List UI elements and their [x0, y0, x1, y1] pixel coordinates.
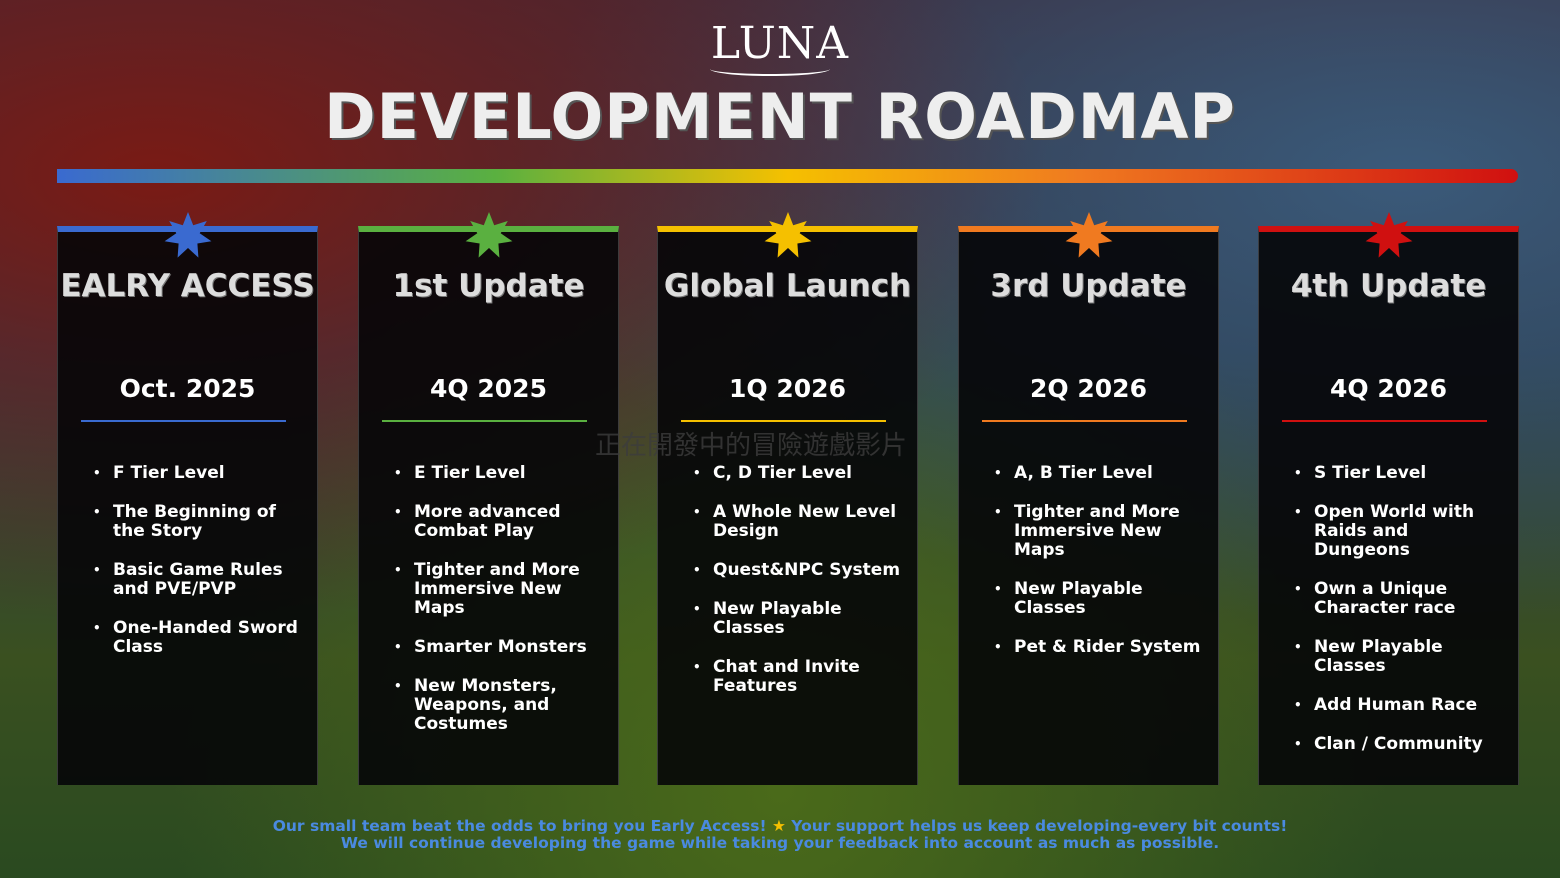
feature-list: C, D Tier Level A Whole New Level Design Q…: [693, 464, 907, 716]
phase-date: 4Q 2026: [1330, 374, 1447, 403]
divider: [1282, 420, 1487, 422]
list-item: New Monsters, Weapons, and Costumes: [394, 677, 608, 734]
list-item: The Beginning of the Story: [93, 503, 307, 541]
footer-message: Our small team beat the odds to bring yo…: [0, 818, 1560, 852]
luna-logo: LUNA: [710, 18, 850, 69]
phase-date: Oct. 2025: [119, 374, 256, 403]
list-item: New Playable Classes: [1294, 638, 1508, 676]
phase-date: 1Q 2026: [729, 374, 846, 403]
timeline-bar: [57, 169, 1518, 183]
divider: [81, 420, 286, 422]
footer-line2: We will continue developing the game whi…: [340, 834, 1220, 852]
list-item: New Playable Classes: [994, 580, 1208, 618]
star-icon: ★: [771, 817, 786, 835]
footer-line1a: Our small team beat the odds to bring yo…: [272, 817, 767, 835]
list-item: Pet & Rider System: [994, 638, 1208, 658]
divider: [681, 420, 886, 422]
page-title: DEVELOPMENT ROADMAP: [324, 80, 1236, 153]
list-item: Open World with Raids and Dungeons: [1294, 503, 1508, 560]
list-item: Own a Unique Character race: [1294, 580, 1508, 618]
phase-title: 4th Update: [1290, 268, 1487, 304]
roadmap-card: 3rd Update 2Q 2026 A, B Tier Level Tighte…: [958, 212, 1219, 785]
list-item: Basic Game Rules and PVE/PVP: [93, 561, 307, 599]
star-icon: [164, 212, 211, 258]
overlay-caption: 正在開發中的冒險遊戲影片: [595, 431, 908, 461]
divider: [382, 420, 587, 422]
star-icon: [1065, 212, 1112, 258]
list-item: One-Handed Sword Class: [93, 619, 307, 657]
feature-list: F Tier Level The Beginning of the Story Ba…: [93, 464, 307, 677]
list-item: S Tier Level: [1294, 464, 1508, 484]
list-item: More advanced Combat Play: [394, 503, 608, 541]
phase-title: 1st Update: [392, 268, 585, 304]
divider: [982, 420, 1187, 422]
list-item: Clan / Community: [1294, 735, 1508, 755]
star-icon: [1365, 212, 1412, 258]
phase-date: 2Q 2026: [1030, 374, 1147, 403]
phase-date: 4Q 2025: [430, 374, 547, 403]
list-item: A Whole New Level Design: [693, 503, 907, 541]
list-item: Add Human Race: [1294, 696, 1508, 716]
list-item: E Tier Level: [394, 464, 608, 484]
list-item: Tighter and More Immersive New Maps: [994, 503, 1208, 560]
roadmap-card: 1st Update 4Q 2025 E Tier Level More adva…: [358, 212, 619, 785]
logo-ornament: [710, 62, 830, 76]
roadmap-card: EALRY ACCESS Oct. 2025 F Tier Level The B…: [57, 212, 318, 785]
list-item: A, B Tier Level: [994, 464, 1208, 484]
list-item: Chat and Invite Features: [693, 658, 907, 696]
roadmap-card: 4th Update 4Q 2026 S Tier Level Open Worl…: [1258, 212, 1519, 785]
phase-title: Global Launch: [663, 268, 912, 304]
feature-list: S Tier Level Open World with Raids and Du…: [1294, 464, 1508, 774]
list-item: F Tier Level: [93, 464, 307, 484]
star-icon: [465, 212, 512, 258]
footer-line1b: Your support helps us keep developing-ev…: [791, 817, 1288, 835]
roadmap-card: Global Launch 1Q 2026 C, D Tier Level A W…: [657, 212, 918, 785]
list-item: New Playable Classes: [693, 600, 907, 638]
list-item: Smarter Monsters: [394, 638, 608, 658]
phase-title: 3rd Update: [990, 268, 1187, 304]
feature-list: A, B Tier Level Tighter and More Immersiv…: [994, 464, 1208, 677]
list-item: Quest&NPC System: [693, 561, 907, 581]
list-item: Tighter and More Immersive New Maps: [394, 561, 608, 618]
star-icon: [764, 212, 811, 258]
phase-title: EALRY ACCESS: [60, 268, 315, 304]
feature-list: E Tier Level More advanced Combat Play Tig…: [394, 464, 608, 754]
list-item: C, D Tier Level: [693, 464, 907, 484]
